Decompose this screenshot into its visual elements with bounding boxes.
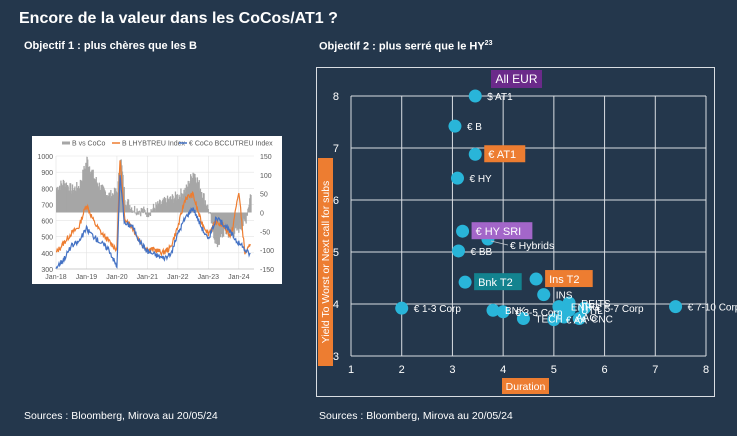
y-left-tick-label: 800 [41, 186, 53, 193]
page-title: Encore de la valeur dans les CoCos/AT1 ? [19, 10, 338, 27]
x-tick-label: Jan-20 [106, 274, 128, 281]
y-left-tick-label: 1000 [37, 154, 53, 161]
right-source: Sources : Bloomberg, Mirova au 20/05/24 [319, 410, 513, 422]
area-bar-b-vs-coco [139, 211, 141, 213]
legend-label: € CoCo BCCUTREU Index [189, 141, 273, 148]
left-source: Sources : Bloomberg, Mirova au 20/05/24 [24, 410, 218, 422]
y-left-tick-label: 700 [41, 202, 53, 209]
legend-label: B vs CoCo [72, 141, 106, 148]
x-tick-label: Jan-18 [45, 274, 67, 281]
area-bar-b-vs-coco [146, 208, 149, 213]
series-line-b-index [55, 160, 251, 257]
area-bar-b-vs-coco [245, 212, 247, 224]
area-bar-b-vs-coco [146, 212, 148, 217]
area-bar-b-vs-coco [148, 212, 150, 216]
right-subtitle: Objectif 2 : plus serré que le HY23 [319, 40, 492, 53]
area-bar-b-vs-coco [208, 212, 210, 214]
series-line-coco-index [55, 175, 251, 269]
area-bar-b-vs-coco [130, 207, 133, 213]
area-bar-b-vs-coco [141, 208, 144, 213]
area-bar-b-vs-coco [246, 212, 248, 216]
scatter-chart-frame [316, 67, 715, 397]
legend-swatch [179, 142, 187, 144]
area-bar-b-vs-coco [127, 199, 130, 213]
legend-swatch [112, 142, 120, 144]
y-right-tick-label: -150 [260, 267, 274, 274]
y-left-tick-label: 600 [41, 219, 53, 226]
x-tick-label: Jan-23 [198, 274, 220, 281]
area-bar-b-vs-coco [207, 204, 209, 213]
area-bar-b-vs-coco [149, 212, 152, 217]
y-right-tick-label: 150 [260, 154, 272, 161]
area-bar-b-vs-coco [138, 212, 140, 215]
y-left-tick-label: 900 [41, 170, 53, 177]
y-left-tick-label: 300 [41, 267, 53, 274]
x-tick-label: Jan-24 [228, 274, 250, 281]
area-bar-b-vs-coco [133, 205, 136, 213]
area-bar-b-vs-coco [136, 208, 138, 213]
area-bar-b-vs-coco [135, 212, 138, 216]
y-right-tick-label: -50 [260, 229, 270, 236]
area-bar-b-vs-coco [123, 186, 125, 213]
x-tick-label: Jan-22 [167, 274, 189, 281]
spread-history-chart: 1000 900 800 700 600 500 400 300 150 100 50 0 -50 -10… [32, 136, 282, 284]
area-bar-b-vs-coco [209, 211, 211, 213]
area-bar-b-vs-coco [140, 207, 142, 213]
area-bar-b-vs-coco [154, 208, 156, 213]
y-right-tick-label: 0 [260, 211, 264, 218]
y-left-tick-label: 500 [41, 235, 53, 242]
y-right-tick-label: 50 [260, 192, 268, 199]
left-subtitle: Objectif 1 : plus chères que les B [24, 40, 197, 52]
y-right-tick-label: 100 [260, 173, 272, 180]
right-subtitle-text: Objectif 2 : plus serré que le HY [319, 40, 485, 53]
y-right-tick-label: -100 [260, 248, 274, 255]
legend-swatch [62, 141, 70, 145]
area-bar-b-vs-coco [132, 210, 134, 213]
area-bar-b-vs-coco [142, 212, 144, 214]
area-bar-b-vs-coco [137, 212, 139, 215]
area-bar-b-vs-coco [207, 209, 209, 213]
area-bar-b-vs-coco [203, 193, 205, 213]
x-tick-label: Jan-19 [76, 274, 98, 281]
spread-history-svg: 1000900800700600500400300150100500-50-10… [37, 141, 274, 282]
area-bar-b-vs-coco [129, 205, 131, 213]
area-bar-b-vs-coco [144, 210, 146, 213]
area-bar-b-vs-coco [137, 211, 139, 213]
area-bar-b-vs-coco [140, 212, 142, 217]
footnote-ref: 23 [484, 40, 493, 47]
area-bar-b-vs-coco [242, 212, 244, 226]
y-left-tick-label: 400 [41, 251, 53, 258]
x-tick-label: Jan-21 [137, 274, 159, 281]
area-bar-b-vs-coco [250, 194, 252, 213]
legend-label: B LHYBTREU Index [122, 141, 186, 148]
